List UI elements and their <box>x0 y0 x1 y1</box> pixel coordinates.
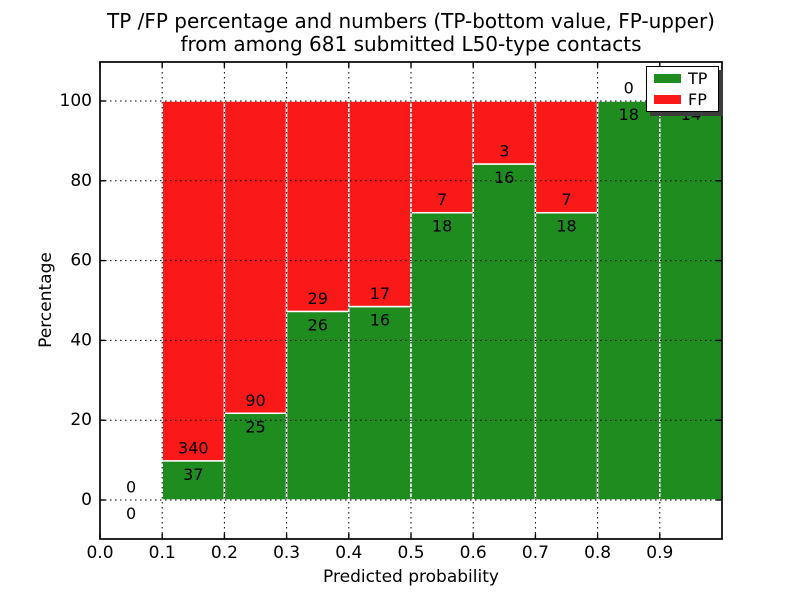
legend: TP FP <box>646 66 719 112</box>
bar-segment-tp <box>534 211 599 501</box>
bar-segment-tp <box>161 460 226 501</box>
x-tick-label: 0.0 <box>86 543 113 563</box>
bar-segment-fp <box>348 100 412 308</box>
bar-count-label-tp: 26 <box>308 315 328 334</box>
y-tick-label: 80 <box>70 171 92 191</box>
bar-count-label-tp: 25 <box>245 417 265 436</box>
x-tick-label: 0.3 <box>273 543 300 563</box>
chart-title: TP /FP percentage and numbers (TP-bottom… <box>107 9 715 33</box>
bar-segment-tp <box>659 100 723 501</box>
legend-swatch-fp <box>654 95 681 104</box>
bar-segment-tp <box>348 305 412 501</box>
bar-count-label-fp: 3 <box>499 142 509 161</box>
chart-title-block: TP /FP percentage and numbers (TP-bottom… <box>100 10 722 56</box>
x-tick-label: 0.2 <box>211 543 238 563</box>
legend-swatch-tp <box>654 74 681 83</box>
x-tick-label: 0.4 <box>335 543 362 563</box>
bar-count-label-fp: 7 <box>561 190 571 209</box>
legend-item-fp: FP <box>654 89 711 109</box>
y-tick-label: 60 <box>70 251 92 271</box>
x-tick-label: 0.6 <box>460 543 487 563</box>
bar-segment-fp <box>161 100 226 462</box>
legend-label: FP <box>688 89 707 109</box>
bar-count-label-fp: 90 <box>245 391 265 410</box>
bar-segment-fp <box>223 100 288 415</box>
bar-count-label-fp: 0 <box>624 79 634 98</box>
bar-count-label-tp: 0 <box>126 504 136 523</box>
bar-count-label-tp: 16 <box>370 311 390 330</box>
bar-segment-tp <box>472 163 537 501</box>
bar-count-label-fp: 7 <box>437 190 447 209</box>
bar-count-label-tp: 37 <box>183 465 203 484</box>
bar-count-label-fp: 0 <box>126 478 136 497</box>
bar-count-label-fp: 340 <box>178 438 209 457</box>
x-tick-label: 0.8 <box>584 543 611 563</box>
bar-segment-tp <box>285 310 350 501</box>
bar-segment-tp <box>410 211 474 501</box>
x-tick-label: 0.9 <box>646 543 673 563</box>
bar-count-label-tp: 18 <box>432 217 452 236</box>
bar-count-label-tp: 18 <box>556 217 576 236</box>
bar-segment-tp <box>596 100 661 501</box>
y-tick-label: 0 <box>81 490 92 510</box>
x-tick-label: 0.1 <box>149 543 176 563</box>
x-axis-label: Predicted probability <box>323 567 499 587</box>
bar-count-label-tp: 16 <box>494 168 514 187</box>
bar-count-label-tp: 18 <box>619 105 639 124</box>
bar-segment-tp <box>223 412 288 501</box>
bar-segment-fp <box>534 100 599 214</box>
y-tick-label: 40 <box>70 330 92 350</box>
x-tick-label: 0.7 <box>522 543 549 563</box>
bar-count-label-fp: 29 <box>308 289 328 308</box>
legend-label: TP <box>688 68 708 88</box>
y-axis-label: Percentage <box>36 252 56 348</box>
chart-subtitle: from among 681 submitted L50-type contac… <box>180 32 642 56</box>
legend-item-tp: TP <box>654 68 711 88</box>
y-tick-label: 100 <box>60 91 92 111</box>
bar-segment-fp <box>285 100 350 313</box>
bar-segment-fp <box>472 100 537 165</box>
y-tick-label: 20 <box>70 410 92 430</box>
x-tick-label: 0.5 <box>397 543 424 563</box>
bar-count-label-fp: 17 <box>370 284 390 303</box>
